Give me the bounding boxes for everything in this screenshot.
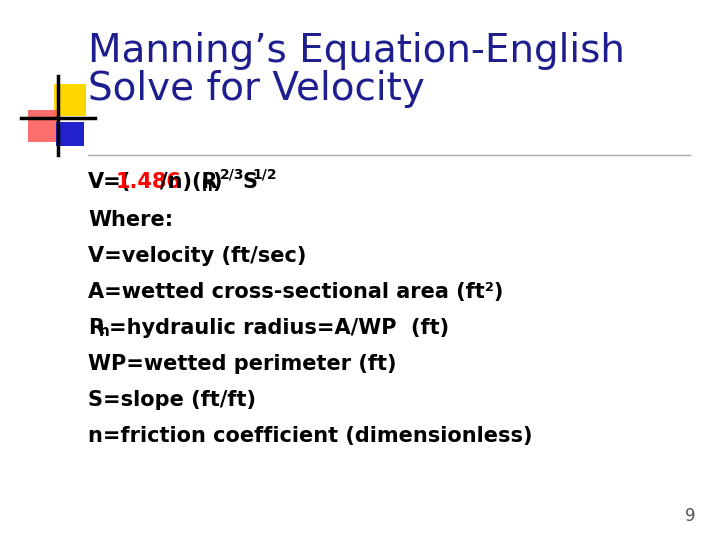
Bar — [54, 84, 86, 116]
Text: 9: 9 — [685, 507, 695, 525]
Text: Solve for Velocity: Solve for Velocity — [88, 70, 425, 108]
Text: Manning’s Equation-English: Manning’s Equation-English — [88, 32, 625, 70]
Text: /n)(R: /n)(R — [160, 172, 217, 192]
Text: S: S — [243, 172, 258, 192]
Text: WP=wetted perimeter (ft): WP=wetted perimeter (ft) — [88, 354, 397, 374]
Text: =hydraulic radius=A/WP  (ft): =hydraulic radius=A/WP (ft) — [109, 318, 449, 338]
Text: ): ) — [212, 172, 222, 192]
Bar — [28, 110, 60, 142]
Text: 1/2: 1/2 — [252, 167, 276, 181]
Bar — [56, 122, 84, 146]
Text: S=slope (ft/ft): S=slope (ft/ft) — [88, 390, 256, 410]
Text: V=(: V=( — [88, 172, 131, 192]
Text: 2/3: 2/3 — [220, 167, 245, 181]
Text: n=friction coefficient (dimensionless): n=friction coefficient (dimensionless) — [88, 426, 533, 446]
Text: 1.486: 1.486 — [116, 172, 182, 192]
Text: Where:: Where: — [88, 210, 173, 230]
Text: A=wetted cross-sectional area (ft²): A=wetted cross-sectional area (ft²) — [88, 282, 503, 302]
Text: R: R — [88, 318, 104, 338]
Text: h: h — [99, 324, 110, 339]
Text: h: h — [202, 179, 213, 194]
Text: V=velocity (ft/sec): V=velocity (ft/sec) — [88, 246, 307, 266]
